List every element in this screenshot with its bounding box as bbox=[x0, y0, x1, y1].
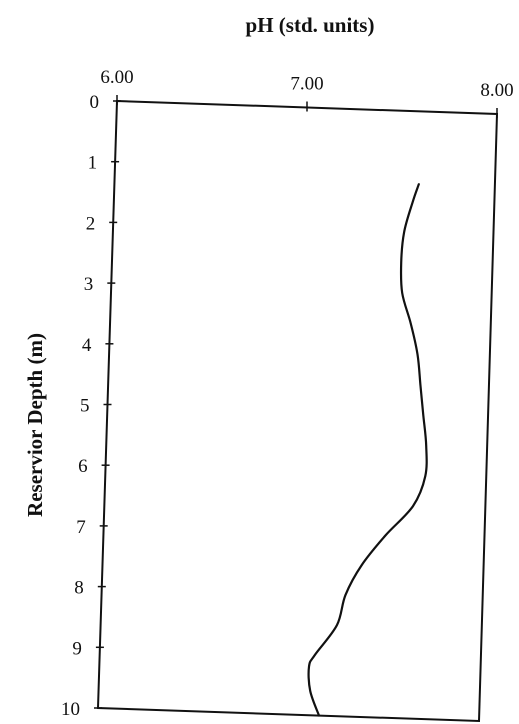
y-tick-label: 6 bbox=[78, 456, 88, 477]
y-tick-label: 5 bbox=[80, 396, 90, 417]
y-tick-label: 7 bbox=[76, 517, 86, 538]
x-tick-label: 8.00 bbox=[480, 80, 513, 101]
y-tick-label: 3 bbox=[84, 274, 94, 295]
y-axis-title: Reservior Depth (m) bbox=[23, 333, 47, 517]
axis-tick-labels: 0 1 2 3 4 5 6 7 8 9 10 6.00 7.00 8.00 bbox=[61, 67, 514, 720]
axis-ticks bbox=[94, 95, 498, 709]
ph-profile-line bbox=[307, 183, 428, 717]
y-tick-label: 4 bbox=[82, 335, 92, 356]
x-axis-title: pH (std. units) bbox=[246, 13, 375, 37]
y-tick-label: 0 bbox=[90, 92, 100, 113]
x-tick-label: 7.00 bbox=[290, 74, 323, 95]
x-tick-label: 6.00 bbox=[100, 67, 133, 88]
y-tick-label: 8 bbox=[74, 578, 84, 599]
y-tick-label: 9 bbox=[72, 638, 82, 659]
plot-frame bbox=[96, 99, 499, 723]
y-tick-label: 10 bbox=[61, 699, 80, 720]
y-tick-label: 2 bbox=[86, 213, 96, 234]
y-tick-label: 1 bbox=[88, 153, 98, 174]
